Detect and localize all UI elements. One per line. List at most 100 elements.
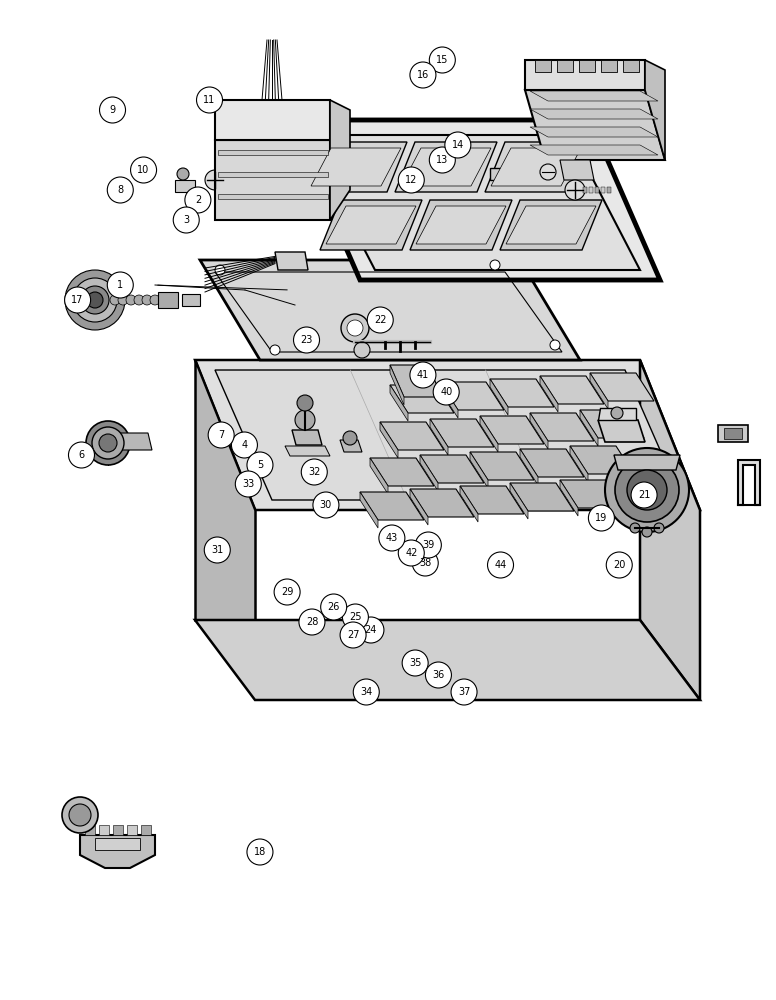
Polygon shape — [460, 486, 524, 514]
Circle shape — [565, 180, 585, 200]
Polygon shape — [113, 825, 123, 835]
Polygon shape — [430, 419, 448, 455]
Circle shape — [185, 187, 211, 213]
Polygon shape — [738, 460, 760, 505]
Polygon shape — [570, 446, 588, 482]
Polygon shape — [530, 91, 658, 101]
Polygon shape — [530, 413, 594, 441]
Text: 17: 17 — [71, 295, 84, 305]
Text: 20: 20 — [613, 560, 625, 570]
Polygon shape — [305, 135, 640, 270]
Text: 44: 44 — [494, 560, 507, 570]
Polygon shape — [370, 458, 434, 486]
Polygon shape — [218, 150, 328, 155]
Polygon shape — [218, 172, 328, 177]
Polygon shape — [540, 171, 544, 177]
Polygon shape — [580, 410, 644, 438]
Text: 39: 39 — [422, 540, 435, 550]
Text: 10: 10 — [137, 165, 150, 175]
Polygon shape — [395, 142, 497, 192]
Circle shape — [487, 552, 514, 578]
Circle shape — [92, 427, 124, 459]
Polygon shape — [490, 168, 510, 180]
Text: 41: 41 — [417, 370, 429, 380]
Polygon shape — [516, 171, 520, 177]
Circle shape — [540, 164, 556, 180]
Polygon shape — [583, 187, 587, 193]
Circle shape — [62, 797, 98, 833]
Polygon shape — [540, 376, 604, 404]
Polygon shape — [292, 430, 322, 445]
Polygon shape — [290, 120, 660, 280]
Circle shape — [293, 327, 320, 353]
Circle shape — [342, 604, 369, 630]
Polygon shape — [520, 449, 538, 485]
Circle shape — [398, 167, 424, 193]
Circle shape — [215, 265, 225, 275]
Text: 43: 43 — [386, 533, 398, 543]
Circle shape — [402, 650, 428, 676]
Polygon shape — [195, 620, 700, 700]
Text: 35: 35 — [409, 658, 421, 668]
Polygon shape — [320, 200, 422, 250]
Polygon shape — [470, 452, 534, 480]
Polygon shape — [95, 838, 140, 850]
Polygon shape — [557, 60, 573, 72]
Circle shape — [196, 87, 223, 113]
Circle shape — [630, 523, 640, 533]
Text: 6: 6 — [78, 450, 85, 460]
Polygon shape — [195, 360, 255, 620]
Polygon shape — [420, 455, 438, 491]
Text: 34: 34 — [360, 687, 372, 697]
Polygon shape — [623, 60, 639, 72]
Polygon shape — [534, 171, 538, 177]
Polygon shape — [530, 413, 548, 449]
Text: 14: 14 — [452, 140, 464, 150]
Text: 26: 26 — [327, 602, 340, 612]
Circle shape — [73, 278, 117, 322]
Circle shape — [451, 679, 477, 705]
Polygon shape — [580, 410, 598, 446]
Text: 3: 3 — [183, 215, 189, 225]
Circle shape — [642, 527, 652, 537]
Circle shape — [611, 407, 623, 419]
Circle shape — [205, 170, 225, 190]
Circle shape — [627, 470, 667, 510]
Circle shape — [550, 340, 560, 350]
Text: 4: 4 — [241, 440, 248, 450]
Polygon shape — [470, 452, 488, 488]
Polygon shape — [215, 140, 330, 220]
Polygon shape — [510, 483, 528, 519]
Polygon shape — [607, 187, 611, 193]
Circle shape — [150, 295, 160, 305]
Polygon shape — [535, 60, 551, 72]
Polygon shape — [480, 416, 498, 452]
Circle shape — [631, 482, 657, 508]
Text: 38: 38 — [419, 558, 431, 568]
Circle shape — [99, 434, 117, 452]
Text: 40: 40 — [440, 387, 452, 397]
Circle shape — [297, 395, 313, 411]
Polygon shape — [510, 483, 574, 511]
Polygon shape — [579, 60, 595, 72]
Polygon shape — [490, 379, 508, 415]
Polygon shape — [530, 145, 658, 155]
Text: 33: 33 — [242, 479, 255, 489]
Polygon shape — [645, 60, 665, 160]
Polygon shape — [560, 480, 624, 508]
Text: 19: 19 — [595, 513, 608, 523]
Circle shape — [615, 458, 679, 522]
Polygon shape — [525, 90, 665, 160]
Circle shape — [433, 379, 459, 405]
Circle shape — [130, 157, 157, 183]
Text: 36: 36 — [432, 670, 445, 680]
Polygon shape — [420, 455, 484, 483]
Polygon shape — [640, 360, 700, 700]
Polygon shape — [326, 206, 416, 244]
Circle shape — [367, 307, 393, 333]
Polygon shape — [520, 449, 584, 477]
Circle shape — [445, 132, 471, 158]
Text: 11: 11 — [203, 95, 216, 105]
Circle shape — [81, 286, 109, 314]
Text: 32: 32 — [308, 467, 320, 477]
